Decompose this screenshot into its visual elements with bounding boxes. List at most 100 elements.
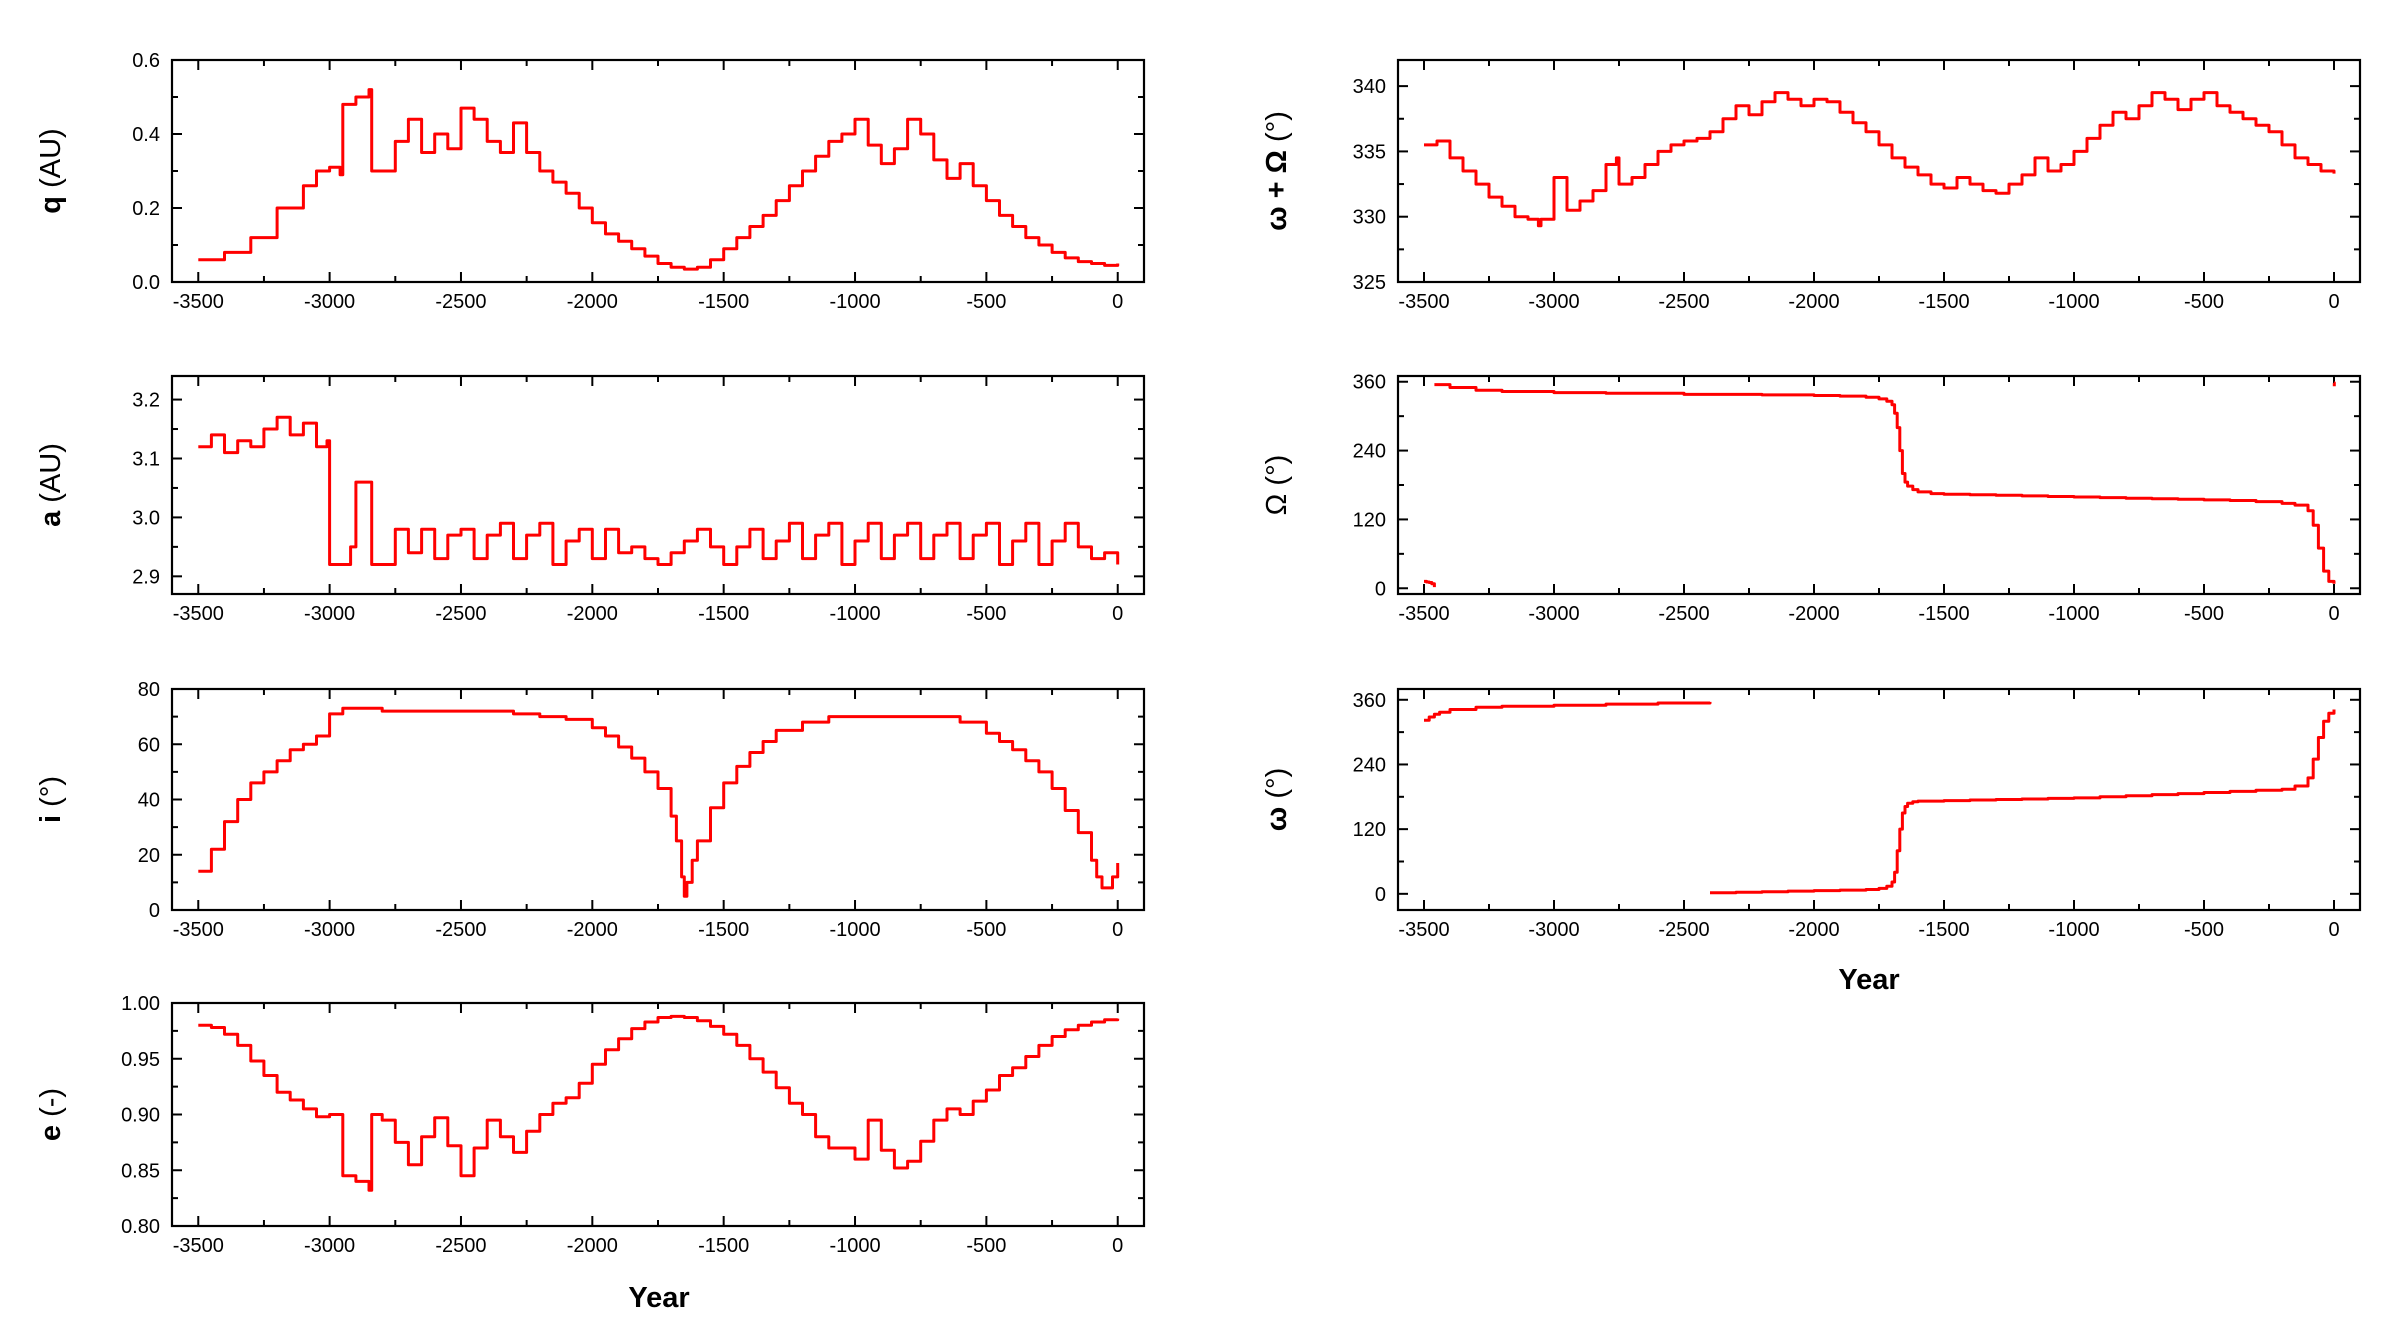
y-axis-symbol: ω	[1261, 807, 1293, 832]
x-tick-label: 0	[2328, 603, 2339, 625]
y-axis-symbol: e	[35, 1125, 67, 1141]
series-line-Omega-1	[1434, 383, 2336, 584]
x-tick-label: -2500	[435, 919, 486, 941]
x-tick-label: -2500	[435, 603, 486, 625]
series-line-wO-0	[1424, 91, 2336, 228]
y-tick-label: 0.95	[121, 1049, 160, 1071]
y-axis-unit: (AU)	[35, 128, 67, 196]
x-tick-label: -500	[2184, 603, 2224, 625]
y-tick-label: 340	[1353, 76, 1386, 98]
plot-frame	[1396, 687, 2362, 912]
x-tick-label: -3500	[173, 291, 224, 313]
y-axis-symbol: i	[35, 815, 67, 823]
x-tick-label: -500	[966, 603, 1006, 625]
x-tick-label: 0	[1112, 291, 1123, 313]
panel-q: -3500 -3000 -2500 -2000 -1500 -1000 -500 0 0.0 0.…	[35, 50, 1146, 313]
x-tick-label: -2000	[1788, 291, 1839, 313]
y-axis-title-a: a (AU)	[35, 443, 67, 527]
panel-a: -3500 -3000 -2500 -2000 -1500 -1000 -500 0 2.9 3.…	[35, 374, 1146, 625]
y-tick-label: 20	[138, 845, 160, 867]
y-tick-label: 360	[1353, 690, 1386, 712]
y-tick-label: 120	[1353, 509, 1386, 531]
x-tick-label: -500	[966, 291, 1006, 313]
x-tick-label: -1000	[829, 603, 880, 625]
y-axis-unit: Ω (°)	[1261, 455, 1293, 516]
x-tick-label: -3000	[1528, 603, 1579, 625]
y-axis-title-q: q (AU)	[35, 128, 67, 213]
y-tick-label: 335	[1353, 141, 1386, 163]
x-tick-label: -3000	[1528, 291, 1579, 313]
y-tick-label: 0	[1375, 884, 1386, 906]
y-tick-label: 0.80	[121, 1216, 160, 1238]
y-axis-title-Omega: Ω (°)	[1261, 455, 1293, 516]
x-tick-label: -3500	[173, 603, 224, 625]
x-tick-label: -2500	[435, 291, 486, 313]
series-line-omega-0	[1424, 701, 1712, 722]
y-axis-title-i: i (°)	[35, 776, 67, 823]
y-tick-label: 80	[138, 679, 160, 701]
x-tick-label: -2000	[567, 919, 618, 941]
x-tick-label: -1500	[698, 291, 749, 313]
x-tick-label: -1000	[2048, 603, 2099, 625]
x-tick-label: -3500	[1398, 919, 1449, 941]
x-tick-label: -2000	[567, 603, 618, 625]
x-tick-label: 0	[1112, 1235, 1123, 1257]
x-tick-label: -3000	[304, 291, 355, 313]
y-tick-label: 1.00	[121, 993, 160, 1015]
y-tick-label: 330	[1353, 207, 1386, 229]
x-tick-label: 0	[2328, 291, 2339, 313]
x-tick-label: -3500	[1398, 603, 1449, 625]
y-tick-label: 3.1	[132, 448, 160, 470]
x-tick-label: -1000	[2048, 919, 2099, 941]
y-axis-unit: (°)	[1261, 111, 1293, 150]
panel-i: -3500 -3000 -2500 -2000 -1500 -1000 -500 0 0 20 40…	[35, 679, 1146, 941]
y-axis-unit: (°)	[1261, 768, 1293, 807]
y-tick-label: 2.9	[132, 566, 160, 588]
series-line-omega-1	[1710, 709, 2336, 895]
x-tick-label: -1000	[829, 1235, 880, 1257]
y-tick-label: 0	[149, 900, 160, 922]
y-tick-label: 120	[1353, 819, 1386, 841]
x-tick-label: -500	[2184, 291, 2224, 313]
x-tick-label: -1500	[698, 1235, 749, 1257]
x-tick-label: -500	[2184, 919, 2224, 941]
x-tick-label: -3000	[304, 1235, 355, 1257]
x-axis-title-left: Year	[628, 1282, 689, 1314]
series-line-q-0	[198, 88, 1120, 271]
plot-frame	[1396, 374, 2362, 596]
y-axis-title-e: e (-)	[35, 1088, 67, 1141]
y-tick-label: 0.4	[132, 124, 160, 146]
y-tick-label: 0.2	[132, 198, 160, 220]
y-axis-unit: (-)	[35, 1088, 67, 1125]
panel-Omega: -3500 -3000 -2500 -2000 -1500 -1000 -500 0 0 120 2…	[1261, 372, 2362, 625]
panel-e: -3500 -3000 -2500 -2000 -1500 -1000 -500 0 0.80 0…	[35, 993, 1146, 1257]
y-axis-symbol: q	[35, 196, 67, 214]
x-tick-label: -1500	[1918, 919, 1969, 941]
x-tick-label: -2500	[435, 1235, 486, 1257]
x-tick-label: -1500	[1918, 291, 1969, 313]
x-tick-label: -2000	[567, 291, 618, 313]
y-axis-unit: (°)	[35, 776, 67, 815]
panel-wO: -3500 -3000 -2500 -2000 -1500 -1000 -500 0 325 33…	[1261, 58, 2362, 313]
x-tick-label: -1000	[2048, 291, 2099, 313]
y-tick-label: 3.0	[132, 507, 160, 529]
x-tick-label: -1500	[698, 919, 749, 941]
x-tick-label: -500	[966, 1235, 1006, 1257]
x-tick-label: -3500	[173, 1235, 224, 1257]
y-tick-label: 60	[138, 734, 160, 756]
y-axis-symbol: a	[35, 510, 67, 527]
y-axis-title-omega: ω (°)	[1261, 768, 1293, 831]
y-tick-label: 0.0	[132, 272, 160, 294]
x-tick-label: 0	[1112, 919, 1123, 941]
x-tick-label: -3000	[304, 603, 355, 625]
x-tick-label: -2000	[1788, 603, 1839, 625]
x-tick-label: -3000	[1528, 919, 1579, 941]
series-line-i-0	[198, 706, 1120, 898]
series-line-a-0	[198, 415, 1120, 566]
x-tick-label: -3500	[173, 919, 224, 941]
x-tick-label: -3000	[304, 919, 355, 941]
series-line-e-0	[198, 1014, 1120, 1192]
x-tick-label: -2500	[1658, 919, 1709, 941]
x-axis-title-right: Year	[1838, 964, 1899, 996]
